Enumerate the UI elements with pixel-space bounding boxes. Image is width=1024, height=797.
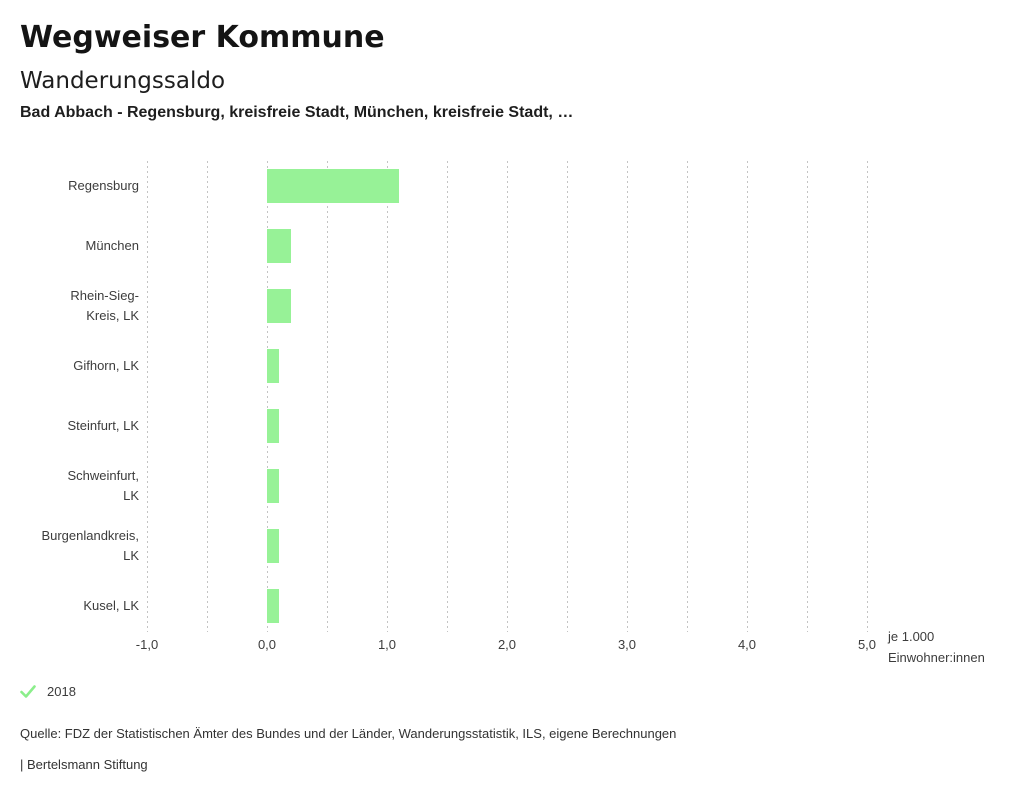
grid-line <box>387 161 388 632</box>
x-tick-label: 4,0 <box>737 637 757 652</box>
x-tick-label: 2,0 <box>497 637 517 652</box>
grid-line <box>807 161 808 632</box>
bar-gifhorn-lk[interactable] <box>267 349 279 383</box>
category-label: Gifhorn, LK <box>73 358 139 373</box>
x-tick-label: 3,0 <box>617 637 637 652</box>
x-tick-label: -1,0 <box>135 637 159 652</box>
x-tick-label: 1,0 <box>377 637 397 652</box>
category-label: Schweinfurt, LK <box>67 468 139 503</box>
grid-line <box>207 161 208 632</box>
grid-line <box>267 161 268 632</box>
legend-year-label: 2018 <box>47 684 76 699</box>
bar-steinfurt-lk[interactable] <box>267 409 279 443</box>
category-label: Steinfurt, LK <box>67 418 139 433</box>
bar-regensburg[interactable] <box>267 169 399 203</box>
grid-line <box>747 161 748 632</box>
source-text: Quelle: FDZ der Statistischen Ämter des … <box>20 726 677 741</box>
page-title: Wegweiser Kommune <box>20 20 385 55</box>
branding-text: | Bertelsmann Stiftung <box>20 757 148 772</box>
bar-burgenlandkreis-lk[interactable] <box>267 529 279 563</box>
category-label: Burgenlandkreis, LK <box>41 528 139 563</box>
x-axis-unit-label: je 1.000 Einwohner:innen <box>888 629 985 665</box>
category-label: Rhein-Sieg- Kreis, LK <box>70 288 139 323</box>
chart-selection: Bad Abbach - Regensburg, kreisfreie Stad… <box>20 104 574 121</box>
grid-line <box>687 161 688 632</box>
grid-line <box>327 161 328 632</box>
legend-item-2018[interactable]: 2018 <box>20 684 76 699</box>
category-label: München <box>85 238 139 253</box>
bar-m-nchen[interactable] <box>267 229 291 263</box>
bar-kusel-lk[interactable] <box>267 589 279 623</box>
x-tick-label: 5,0 <box>857 637 877 652</box>
grid-line <box>507 161 508 632</box>
grid-line <box>147 161 148 632</box>
grid-line <box>627 161 628 632</box>
bar-schweinfurt-lk[interactable] <box>267 469 279 503</box>
category-label: Regensburg <box>68 178 139 193</box>
x-tick-label: 0,0 <box>257 637 277 652</box>
checkmark-icon <box>20 685 36 698</box>
bar-rhein-sieg-kreis-lk[interactable] <box>267 289 291 323</box>
grid-line <box>447 161 448 632</box>
category-label: Kusel, LK <box>83 598 139 613</box>
grid-line <box>867 161 868 632</box>
grid-line <box>567 161 568 632</box>
chart-subtitle: Wanderungssaldo <box>20 68 226 94</box>
